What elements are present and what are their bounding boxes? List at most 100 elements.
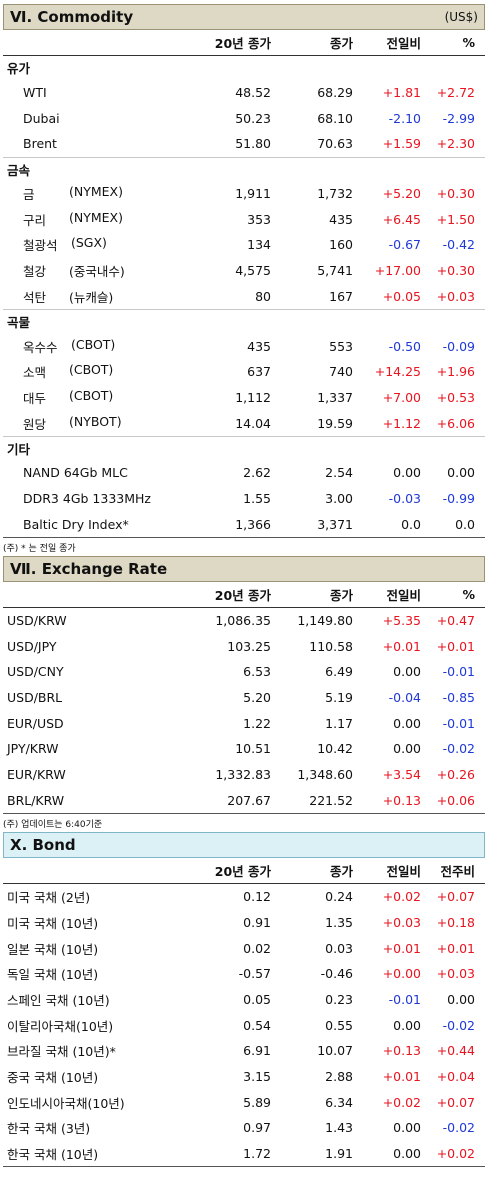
commodity-name: 석탄 [23,289,47,305]
percent-value: +0.18 [436,914,475,930]
prev-year-close-value: 0.97 [243,1120,271,1136]
percent-value: +0.07 [436,1094,475,1110]
col-header-percent: % [462,586,475,602]
change-value: +5.20 [382,186,421,202]
col-header-prev-year-close: 20년 종가 [214,587,271,603]
change-value: +0.01 [382,1069,421,1085]
change-value: +0.13 [382,792,421,808]
close-value: 1.35 [325,914,353,930]
commodity-section-header: Ⅵ. Commodity (US$) [3,4,485,30]
percent-value: +0.30 [436,186,475,202]
change-value: 0.00 [393,664,421,680]
table-row: USD/BRL 5.20 5.19 -0.04 -0.85 [3,685,485,711]
close-value: 2.88 [325,1069,353,1085]
row-name: Brent [3,136,189,151]
col-header-close: 종가 [329,587,353,603]
currency-pair: EUR/USD [7,715,64,731]
table-row: 대두 (CBOT) 1,112 1,337 +7.00 +0.53 [3,385,485,411]
percent-value: -0.09 [442,338,475,354]
exchange-footnote: (주) 업데이트는 6:40기준 [3,813,485,832]
commodity-exchange: (NYMEX) [69,184,123,200]
commodity-name: 철광석 [23,238,58,254]
commodity-exchange: (NYMEX) [69,209,123,225]
change-value: +0.03 [382,914,421,930]
change-value: +17.00 [374,263,421,279]
change-value: 0.00 [393,741,421,757]
commodity-name: 금 [23,187,35,203]
row-name: 대두 (CBOT) [3,388,189,407]
prev-year-close-value: 1,086.35 [215,613,271,629]
change-value: 0.0 [401,516,421,532]
exchange-table-body: USD/KRW 1,086.35 1,149.80 +5.35 +0.47 USD/JPY… [3,608,485,814]
row-name: 원당 (NYBOT) [3,414,189,433]
change-value: +1.59 [382,136,421,152]
close-value: 5.19 [325,690,353,706]
bond-name: 스페인 국채 (10년) [7,992,110,1008]
change-value: 0.00 [393,1120,421,1136]
table-row: DDR3 4Gb 1333MHz 1.55 3.00 -0.03 -0.99 [3,486,485,512]
commodity-exchange: (중국내수) [69,264,125,280]
bond-name: 한국 국채 (10년) [7,1147,99,1163]
commodity-name: Brent [23,136,57,152]
row-name: 금 (NYMEX) [3,184,189,203]
prev-year-close-value: 10.51 [235,741,271,757]
col-header-close: 종가 [329,35,353,51]
prev-year-close-value: 80 [255,288,271,304]
bond-name: 인도네시아국채(10년) [7,1095,125,1111]
table-row: 이탈리아국채(10년) 0.54 0.55 0.00 -0.02 [3,1012,485,1038]
change-value: +14.25 [374,364,421,380]
currency-pair: EUR/KRW [7,767,66,783]
prev-year-close-value: 6.91 [243,1043,271,1059]
col-header-change: 전일비 [386,864,421,880]
table-row: 스페인 국채 (10년) 0.05 0.23 -0.01 0.00 [3,987,485,1013]
close-value: 1.43 [325,1120,353,1136]
table-row: 한국 국채 (10년) 1.72 1.91 0.00 +0.02 [3,1141,485,1167]
prev-year-close-value: 0.02 [243,940,271,956]
currency-pair: USD/BRL [7,690,63,706]
close-value: 1.91 [325,1146,353,1162]
prev-year-close-value: 353 [247,211,271,227]
percent-value: +2.30 [436,136,475,152]
commodity-name: Dubai [23,110,60,126]
table-row: EUR/USD 1.22 1.17 0.00 -0.01 [3,710,485,736]
change-value: +0.01 [382,638,421,654]
bond-name: 한국 국채 (3년) [7,1121,91,1137]
currency-pair: USD/KRW [7,613,67,629]
bond-title: X. Bond [10,836,76,855]
percent-value: +0.07 [436,889,475,905]
table-row: NAND 64Gb MLC 2.62 2.54 0.00 0.00 [3,460,485,486]
prev-year-close-value: 637 [247,364,271,380]
change-value: +3.54 [382,767,421,783]
percent-value: +1.96 [436,364,475,380]
percent-value: -0.01 [442,664,475,680]
prev-year-close-value: 51.80 [235,136,271,152]
row-name: 옥수수 (CBOT) [3,337,189,356]
prev-year-close-value: -0.57 [238,966,271,982]
close-value: 70.63 [317,136,353,152]
percent-value: -2.99 [442,110,475,126]
table-row: WTI 48.52 68.29 +1.81 +2.72 [3,80,485,106]
table-row: Brent 51.80 70.63 +1.59 +2.30 [3,131,485,157]
currency-pair: USD/JPY [7,638,57,654]
percent-value: 0.00 [447,465,475,481]
table-row: 독일 국채 (10년) -0.57 -0.46 +0.00 +0.03 [3,961,485,987]
table-row: BRL/KRW 207.67 221.52 +0.13 +0.06 [3,788,485,814]
change-value: +1.81 [382,85,421,101]
percent-value: +6.06 [436,415,475,431]
change-value: -0.50 [388,338,421,354]
close-value: 1,348.60 [297,767,353,783]
prev-year-close-value: 0.12 [243,889,271,905]
close-value: 6.34 [325,1094,353,1110]
commodity-name: NAND 64Gb MLC [23,465,128,481]
commodity-footnote: (주) * 는 전일 종가 [3,537,485,556]
table-row: 미국 국채 (10년) 0.91 1.35 +0.03 +0.18 [3,910,485,936]
close-value: 0.23 [325,991,353,1007]
percent-value: -0.02 [442,1017,475,1033]
percent-value: +0.03 [436,288,475,304]
bond-name: 중국 국채 (10년) [7,1070,99,1086]
change-value: +0.02 [382,889,421,905]
currency-pair: JPY/KRW [7,741,59,757]
close-value: 6.49 [325,664,353,680]
prev-year-close-value: 14.04 [235,415,271,431]
close-value: 221.52 [309,792,353,808]
